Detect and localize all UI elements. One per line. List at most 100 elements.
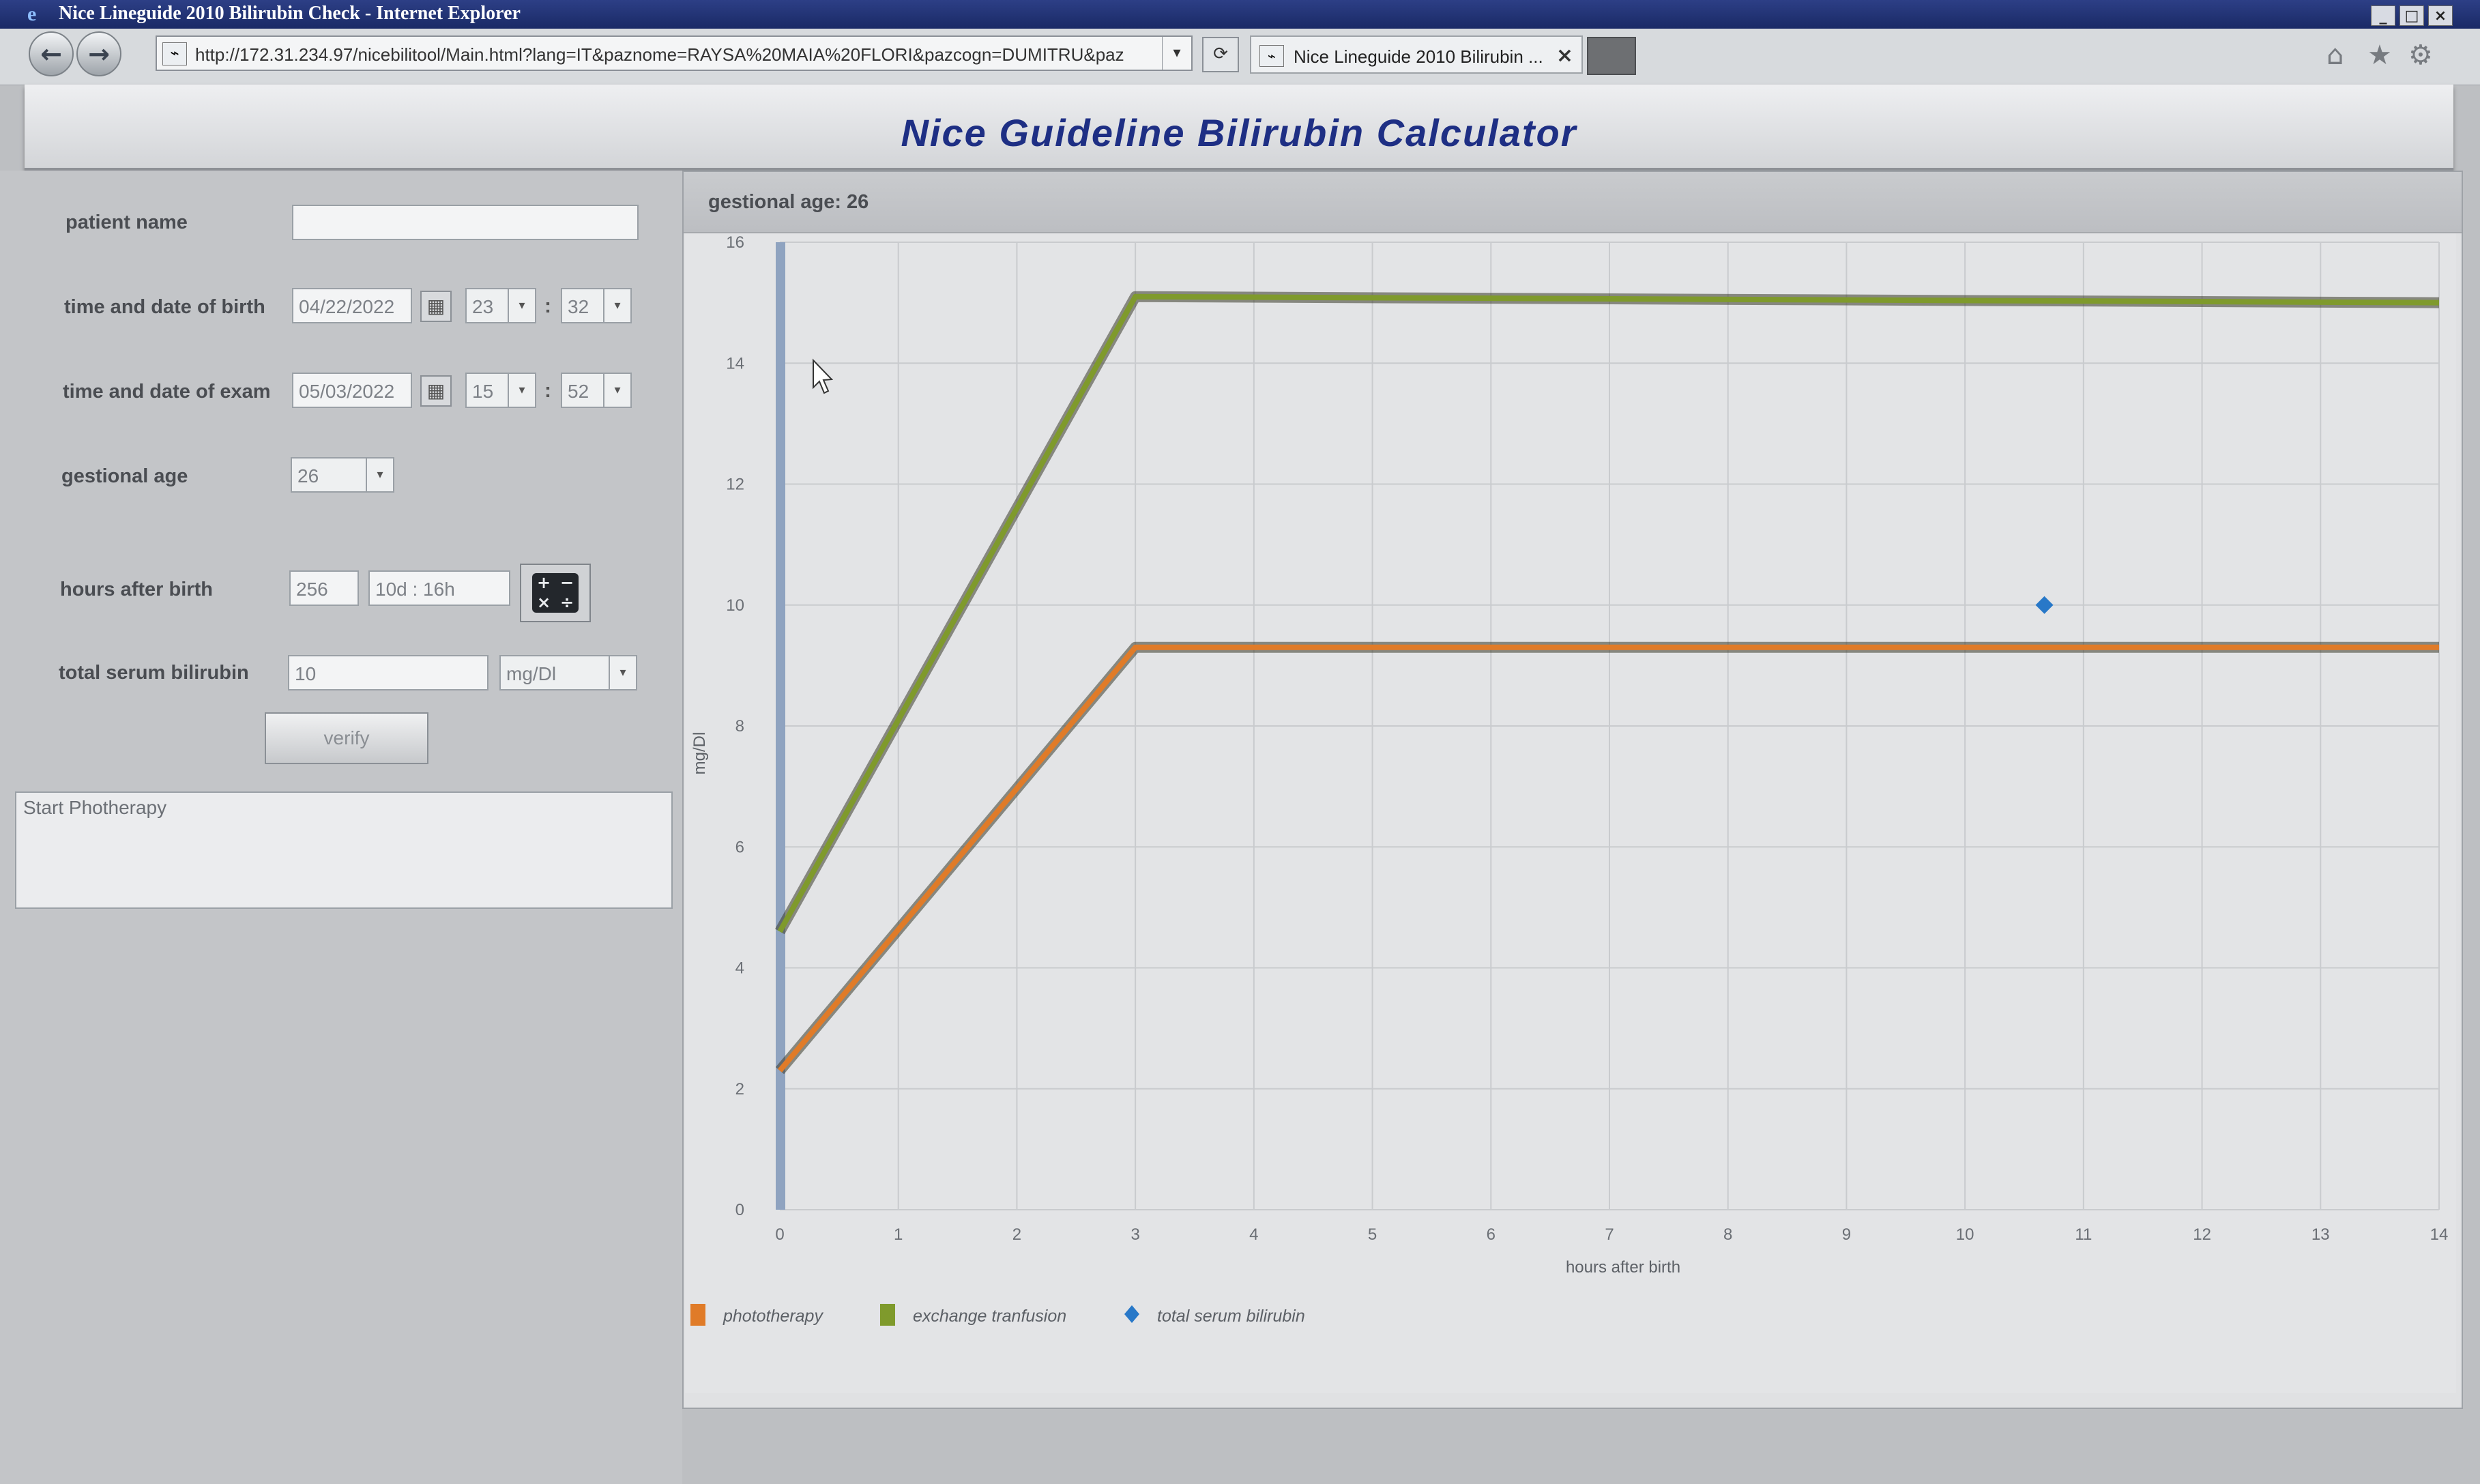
x-axis-label: hours after birth (1566, 1258, 1680, 1277)
birth-datetime-label: time and date of birth (64, 296, 265, 318)
tsb-data-point (2035, 596, 2054, 614)
refresh-icon[interactable]: ⟳ (1202, 37, 1239, 72)
x-tick-label: 6 (1487, 1225, 1496, 1244)
chevron-down-icon: ▾ (603, 289, 630, 322)
y-tick-label: 14 (726, 354, 744, 373)
calculator-icon: + − × ÷ (532, 573, 579, 613)
birth-hour-select[interactable]: 23 ▾ (465, 288, 536, 323)
y-tick-label: 8 (735, 717, 744, 736)
y-tick-label: 10 (726, 596, 744, 615)
tab-favicon-icon: ⌁ (1259, 45, 1284, 67)
browser-nav-bar: ← → ⌁ http://172.31.234.97/nicebilitool/… (0, 29, 2480, 85)
url-dropdown-icon[interactable]: ▾ (1162, 37, 1191, 70)
chevron-down-icon: ▾ (609, 656, 636, 689)
close-tab-icon[interactable]: × (1556, 44, 1573, 68)
calculator-button[interactable]: + − × ÷ (520, 564, 591, 622)
x-tick-label: 9 (1842, 1225, 1851, 1244)
exam-hour-select[interactable]: 15 ▾ (465, 373, 536, 408)
address-bar[interactable]: ⌁ http://172.31.234.97/nicebilitool/Main… (156, 35, 1193, 71)
forward-arrow-icon[interactable]: → (76, 31, 121, 76)
ie-logo-icon: e (27, 3, 37, 25)
exam-calendar-icon[interactable]: ▦ (420, 375, 452, 407)
y-axis-bar (776, 242, 785, 1210)
exam-datetime-label: time and date of exam (63, 381, 271, 403)
input-form-panel: patient name time and date of birth 04/2… (0, 171, 682, 1484)
birth-minute-select[interactable]: 32 ▾ (561, 288, 632, 323)
y-tick-label: 4 (735, 959, 744, 978)
app-title: Nice Guideline Bilirubin Calculator (901, 111, 1577, 154)
x-tick-label: 5 (1368, 1225, 1377, 1244)
hours-formatted-output: 10d : 16h (368, 570, 510, 606)
gestational-age-select[interactable]: 26 ▾ (291, 457, 394, 493)
x-tick-label: 3 (1130, 1225, 1139, 1244)
legend-label: exchange tranfusion (913, 1307, 1066, 1326)
x-tick-label: 12 (2193, 1225, 2211, 1244)
exam-minute-select[interactable]: 52 ▾ (561, 373, 632, 408)
gestational-age-label: gestional age (61, 465, 188, 487)
chart-series (775, 291, 2440, 1075)
home-icon[interactable]: ⌂ (2326, 40, 2344, 71)
x-tick-label: 7 (1605, 1225, 1614, 1244)
tsb-input[interactable]: 10 (288, 655, 488, 690)
gestational-age-value: 26 (297, 465, 319, 486)
time-separator: : (544, 379, 551, 402)
legend-label: total serum bilirubin (1157, 1307, 1305, 1326)
y-tick-label: 16 (726, 233, 744, 252)
verify-button[interactable]: verify (265, 712, 428, 764)
birth-date-input[interactable]: 04/22/2022 (292, 288, 412, 323)
exchange-transfusion-line (777, 293, 2440, 933)
chevron-down-icon: ▾ (508, 289, 535, 322)
y-axis-label: mg/Dl (690, 732, 709, 775)
exam-date-input[interactable]: 05/03/2022 (292, 373, 412, 408)
chevron-down-icon: ▾ (508, 374, 535, 407)
legend-swatch (690, 1304, 705, 1326)
birth-calendar-icon[interactable]: ▦ (420, 291, 452, 322)
chart-panel-title: gestional age: 26 (708, 191, 869, 213)
minimize-button[interactable]: _ (2371, 5, 2395, 26)
chevron-down-icon: ▾ (603, 374, 630, 407)
window-title: Nice Lineguide 2010 Bilirubin Check - In… (59, 3, 521, 24)
result-message: Start Photherapy (15, 791, 673, 909)
settings-gear-icon[interactable]: ⚙ (2408, 40, 2433, 71)
x-tick-label: 11 (2075, 1225, 2092, 1244)
mouse-cursor-icon (813, 358, 834, 394)
y-tick-label: 2 (735, 1080, 744, 1099)
close-window-button[interactable]: × (2428, 5, 2453, 26)
hours-after-birth-input[interactable]: 256 (289, 570, 359, 606)
x-tick-label: 2 (1012, 1225, 1021, 1244)
maximize-button[interactable]: □ (2399, 5, 2424, 26)
patient-name-label: patient name (65, 212, 188, 233)
tsb-label: total serum bilirubin (59, 662, 249, 684)
exam-hour-value: 15 (472, 381, 494, 402)
browser-tab[interactable]: ⌁ Nice Lineguide 2010 Bilirubin ... × (1250, 35, 1583, 74)
chart-points (2035, 596, 2054, 614)
x-tick-label: 13 (2311, 1225, 2330, 1244)
patient-name-input[interactable] (292, 205, 639, 240)
birth-minute-value: 32 (568, 296, 589, 317)
chart-background (685, 233, 2456, 1393)
tab-label: Nice Lineguide 2010 Bilirubin ... (1294, 46, 1543, 67)
window-title-bar: e Nice Lineguide 2010 Bilirubin Check - … (0, 0, 2480, 29)
time-separator: : (544, 295, 551, 317)
legend-label: phototherapy (723, 1307, 823, 1326)
x-tick-label: 0 (775, 1225, 784, 1244)
app-header: Nice Guideline Bilirubin Calculator (25, 85, 2453, 171)
legend-swatch (880, 1304, 895, 1326)
y-axis-ticks: 0 2 4 6 8 10 12 14 16 (726, 233, 744, 1219)
window-controls: _ □ × (2371, 5, 2453, 26)
phototherapy-line (777, 644, 2439, 1073)
x-tick-label: 14 (2430, 1225, 2449, 1244)
tsb-unit-select[interactable]: mg/Dl ▾ (499, 655, 637, 690)
x-tick-label: 8 (1723, 1225, 1732, 1244)
chart-panel-header: gestional age: 26 (684, 172, 2462, 233)
favorites-star-icon[interactable]: ★ (2367, 40, 2392, 71)
legend-swatch (1124, 1305, 1139, 1323)
x-tick-label: 1 (894, 1225, 903, 1244)
new-tab-button[interactable] (1587, 37, 1636, 75)
url-text[interactable]: http://172.31.234.97/nicebilitool/Main.h… (195, 44, 1124, 65)
chart-legend: phototherapy exchange tranfusion total ser… (690, 1304, 1305, 1326)
hours-after-birth-label: hours after birth (60, 579, 213, 600)
back-arrow-icon[interactable]: ← (29, 31, 74, 76)
chart-grid (779, 242, 2440, 1210)
